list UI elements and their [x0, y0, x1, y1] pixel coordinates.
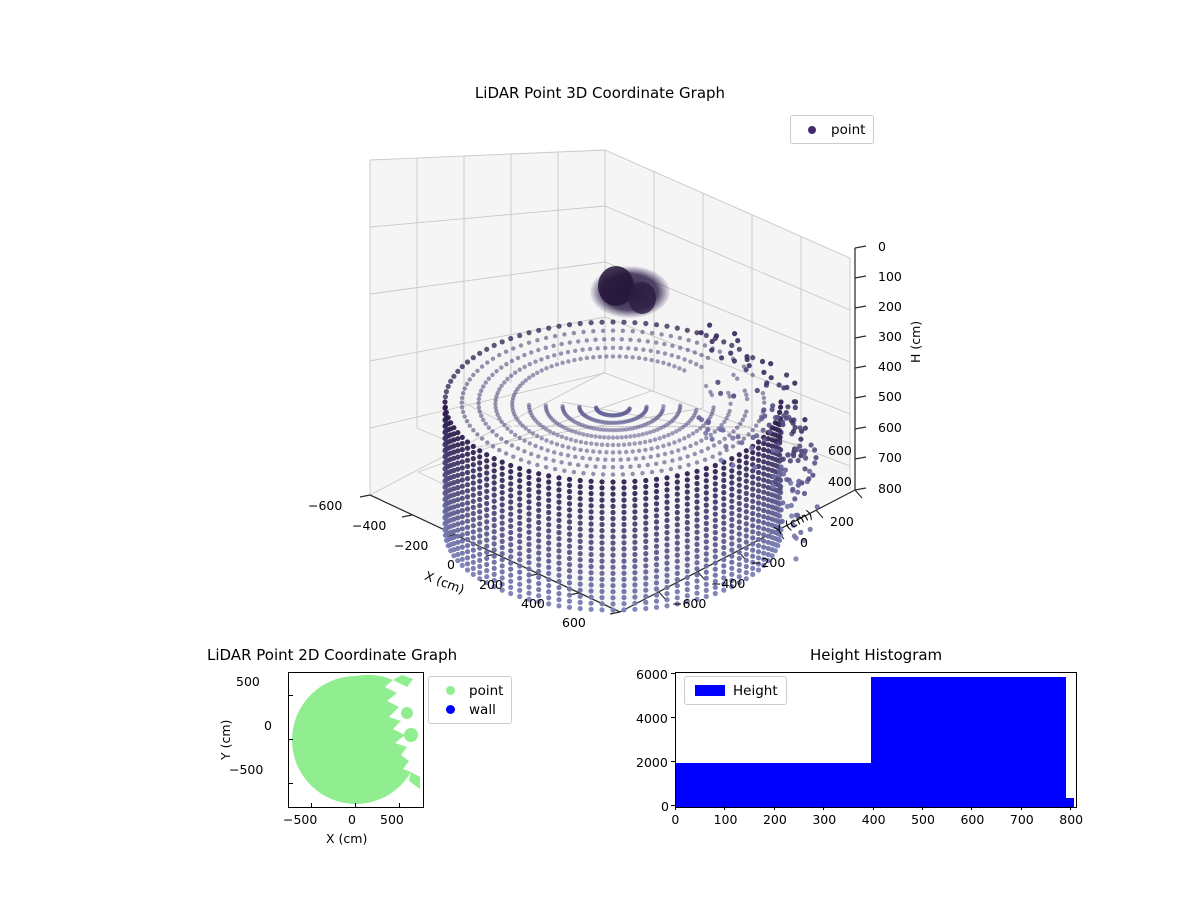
plot3d-zlabel: H (cm): [908, 321, 923, 363]
plot2d-ytick-mark-2: [289, 783, 293, 784]
plot2d-canvas: [289, 673, 423, 807]
histogram-xtick-mark-7: [1021, 806, 1022, 810]
legend-label-wall: wall: [463, 702, 496, 718]
legend-label-point: point: [825, 122, 865, 138]
plot3d-xtick-4: 200: [479, 577, 503, 592]
histogram-xtick-mark-0: [675, 806, 676, 810]
plot3d-ztick-6: 600: [878, 420, 902, 435]
point-marker-icon: [799, 126, 825, 134]
histogram-xtick-1: 100: [714, 812, 738, 827]
histogram-xtick-mark-3: [823, 806, 824, 810]
plot2d-xtick-0: −500: [283, 812, 317, 827]
plot2d-xtick-mark-2: [399, 803, 400, 807]
histogram-xtick-mark-6: [971, 806, 972, 810]
plot2d-xtick-2: 500: [380, 812, 404, 827]
plot3d-ztick-3: 300: [878, 329, 902, 344]
legend-entry-point: point: [437, 681, 503, 700]
plot2d-axes[interactable]: [288, 672, 424, 808]
plot3d-ztick-0: 0: [878, 239, 886, 254]
histogram-xtick-mark-4: [873, 806, 874, 810]
plot3d-ytick-6: 600: [828, 443, 852, 458]
plot3d-xtick-0: −600: [308, 498, 342, 513]
height-patch-icon: [693, 685, 727, 696]
histogram-xtick-mark-1: [724, 806, 725, 810]
histogram-ytick-mark-1: [671, 761, 675, 762]
histogram-title: Height Histogram: [810, 646, 942, 664]
histogram-xtick-mark-2: [774, 806, 775, 810]
plot2d-legend[interactable]: point wall: [428, 676, 512, 724]
histogram-xtick-7: 700: [1010, 812, 1034, 827]
histogram-xtick-5: 500: [911, 812, 935, 827]
plot3d-ytick-4: 200: [830, 514, 854, 529]
plot3d-title: LiDAR Point 3D Coordinate Graph: [0, 84, 1200, 102]
legend-label-point: point: [463, 683, 503, 699]
plot2d-xlabel: X (cm): [326, 831, 367, 846]
plot3d-ytick-5: 400: [828, 474, 852, 489]
histogram-ytick-mark-2: [671, 717, 675, 718]
plot2d-xtick-mark-1: [355, 803, 356, 807]
plot2d-ytick-2: −500: [229, 762, 263, 777]
histogram-legend[interactable]: Height: [684, 676, 787, 705]
plot3d-ytick-0: −600: [672, 596, 706, 611]
legend-entry-wall: wall: [437, 700, 503, 719]
plot2d-ytick-mark-1: [289, 739, 293, 740]
histogram-ytick-0: 0: [661, 799, 669, 814]
plot2d-title: LiDAR Point 2D Coordinate Graph: [207, 646, 457, 664]
plot3d-xtick-6: 600: [562, 615, 586, 630]
plot3d-axes[interactable]: −600 −400 −200 0 200 400 600 −600 −400 −…: [330, 140, 890, 630]
histogram-xtick-6: 600: [960, 812, 984, 827]
figure-canvas: LiDAR Point 3D Coordinate Graph point: [0, 0, 1200, 900]
plot3d-ztick-5: 500: [878, 389, 902, 404]
plot3d-canvas: [330, 140, 890, 630]
legend-entry-height: Height: [693, 681, 778, 700]
plot3d-ztick-8: 800: [878, 481, 902, 496]
histogram-xtick-mark-8: [1070, 806, 1071, 810]
plot2d-ylabel: Y (cm): [218, 720, 233, 760]
plot3d-ztick-2: 200: [878, 299, 902, 314]
legend-label-height: Height: [727, 683, 778, 699]
point-marker-icon: [437, 686, 463, 695]
plot2d-ytick-1: 0: [264, 718, 272, 733]
histogram-xtick-0: 0: [671, 812, 679, 827]
plot3d-xtick-3: 0: [447, 557, 455, 572]
plot3d-ytick-3: 0: [800, 535, 808, 550]
plot2d-point-cloud: [292, 675, 411, 804]
plot3d-ztick-1: 100: [878, 269, 902, 284]
plot2d-ytick-mark-0: [289, 695, 293, 696]
histogram-ytick-2: 4000: [636, 711, 668, 726]
plot2d-ytick-0: 500: [236, 674, 260, 689]
histogram-xtick-8: 800: [1059, 812, 1083, 827]
wall-marker-icon: [437, 705, 463, 714]
histogram-xtick-4: 400: [862, 812, 886, 827]
histogram-bar: [676, 763, 871, 807]
plot2d-xtick-mark-0: [311, 803, 312, 807]
plot3d-xtick-1: −400: [352, 518, 386, 533]
histogram-xtick-3: 300: [812, 812, 836, 827]
histogram-xtick-mark-5: [922, 806, 923, 810]
legend-entry-point: point: [799, 120, 865, 139]
histogram-ytick-1: 2000: [636, 755, 668, 770]
plot3d-xtick-2: −200: [394, 538, 428, 553]
histogram-ytick-mark-3: [671, 673, 675, 674]
plot3d-xtick-5: 400: [521, 596, 545, 611]
plot3d-ytick-2: −200: [751, 555, 785, 570]
plot3d-ztick-4: 400: [878, 359, 902, 374]
histogram-bar: [871, 677, 1066, 807]
plot3d-ytick-1: −400: [711, 576, 745, 591]
plot2d-xtick-1: 0: [348, 812, 356, 827]
plot3d-ztick-7: 700: [878, 450, 902, 465]
histogram-ytick-3: 6000: [636, 667, 668, 682]
histogram-xtick-2: 200: [763, 812, 787, 827]
